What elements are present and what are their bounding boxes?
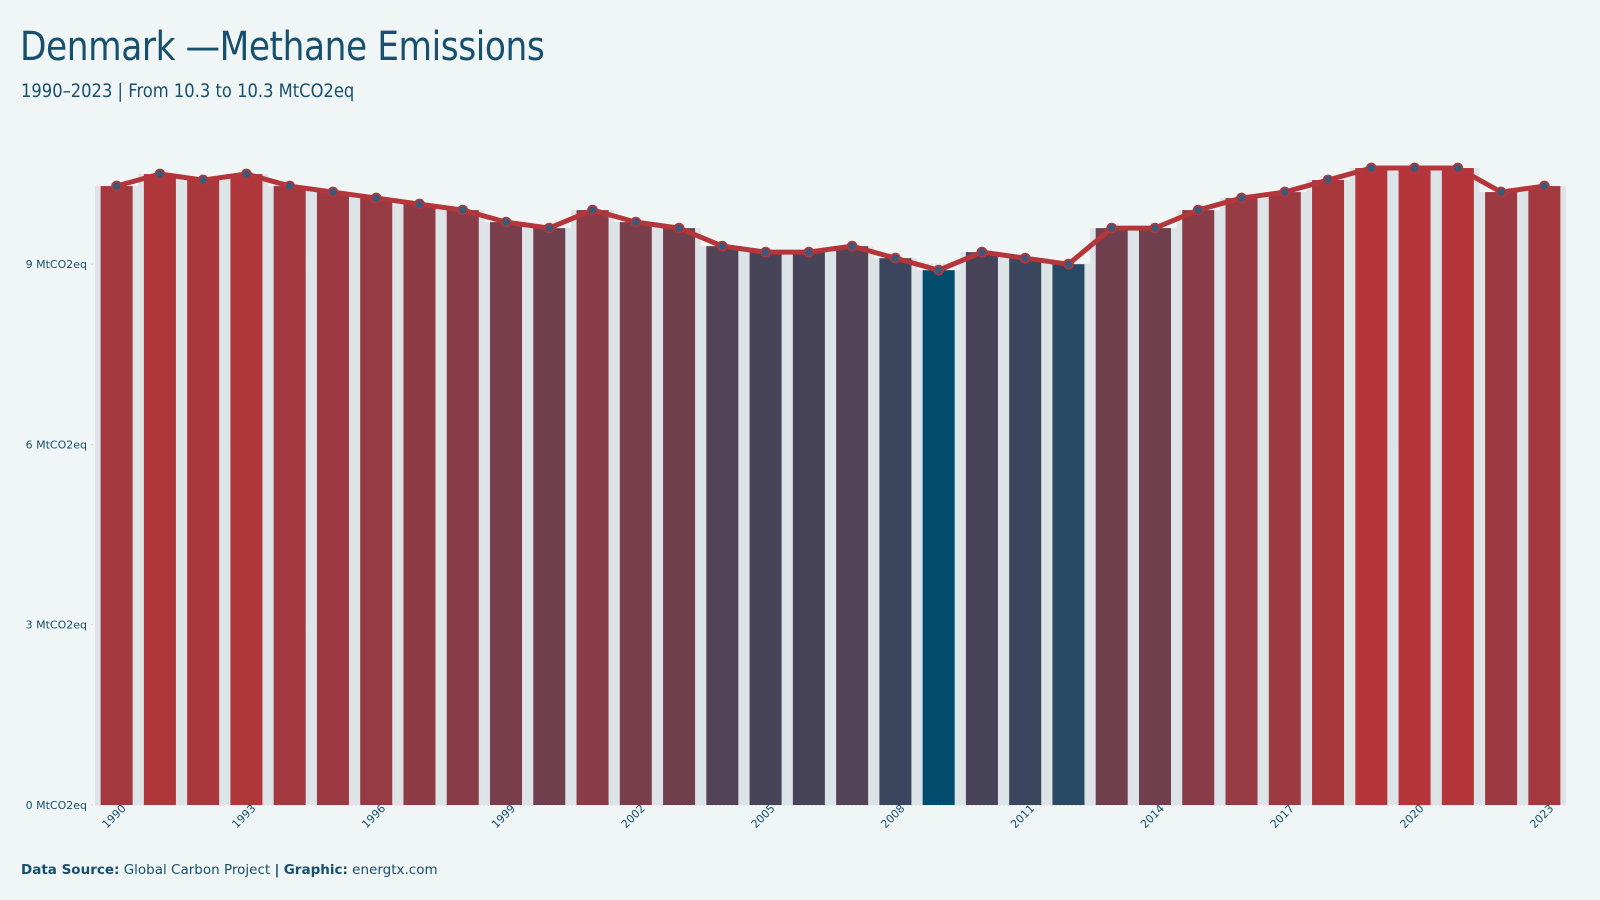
trend-markers — [111, 162, 1550, 276]
bar-2004 — [706, 246, 739, 805]
bar-1995 — [316, 192, 349, 806]
graphic-label: Graphic: — [283, 862, 348, 878]
point-2004 — [716, 240, 728, 252]
point-1993 — [241, 168, 252, 180]
bar-2009 — [922, 270, 955, 805]
point-2002 — [630, 216, 642, 228]
bar-2023 — [1528, 186, 1561, 805]
point-2023 — [1538, 180, 1550, 192]
point-2010 — [976, 246, 988, 258]
bar-1992 — [187, 180, 220, 805]
bar-2014 — [1138, 228, 1171, 805]
point-2000 — [543, 222, 555, 234]
point-2013 — [1106, 222, 1118, 234]
point-1998 — [457, 204, 469, 216]
x-tick-label: 2008 — [878, 802, 907, 831]
bar-2002 — [619, 222, 652, 805]
bar-2019 — [1355, 168, 1388, 805]
x-tick-label: 1990 — [100, 802, 129, 831]
source-label: Data Source: — [21, 862, 120, 878]
point-1996 — [370, 192, 382, 204]
bar-2018 — [1312, 180, 1345, 805]
bar-1996 — [360, 198, 393, 806]
chart-subtitle: 1990–2023 | From 10.3 to 10.3 MtCO2eq — [21, 80, 355, 102]
y-tick-label: 6 MtCO2eq — [26, 438, 87, 451]
x-tick-label: 2011 — [1008, 802, 1037, 831]
point-1995 — [327, 186, 339, 198]
bar-2000 — [533, 228, 566, 805]
point-2016 — [1236, 192, 1247, 204]
x-tick-label: 2023 — [1527, 802, 1556, 831]
bar-1997 — [403, 204, 436, 805]
y-axis-ticks: 0 MtCO2eq 3 MtCO2eq 6 MtCO2eq 9 MtCO2eq — [26, 258, 87, 812]
bar-1993 — [230, 174, 263, 806]
bar-1994 — [273, 186, 306, 805]
bar-1999 — [490, 222, 523, 805]
bar-2007 — [836, 246, 869, 805]
point-2020 — [1409, 162, 1420, 174]
point-2005 — [760, 246, 772, 258]
bar-2017 — [1268, 192, 1301, 806]
bar-2022 — [1485, 192, 1518, 806]
bar-2003 — [663, 228, 696, 805]
x-tick-label: 2014 — [1138, 802, 1167, 831]
bar-2010 — [965, 252, 998, 806]
point-1997 — [414, 198, 425, 210]
point-2011 — [1019, 252, 1031, 264]
bar-1991 — [143, 174, 176, 806]
point-2021 — [1452, 162, 1464, 174]
x-tick-label: 2020 — [1398, 802, 1427, 831]
point-2009 — [933, 264, 945, 276]
y-tick-label: 9 MtCO2eq — [26, 258, 87, 271]
y-tick-label: 3 MtCO2eq — [26, 619, 87, 632]
bar-2016 — [1225, 198, 1258, 806]
point-2015 — [1192, 204, 1204, 216]
y-tick-label: 0 MtCO2eq — [26, 799, 87, 812]
point-2006 — [803, 246, 815, 258]
x-axis-ticks: 1990 1993 1996 1999 2002 2005 2008 2011 2014 2017… — [100, 802, 1557, 831]
trend-line-path — [115, 165, 1545, 273]
bar-2020 — [1398, 168, 1431, 805]
bar-2001 — [576, 210, 609, 805]
x-tick-label: 1999 — [489, 802, 518, 831]
x-tick-label: 2005 — [749, 802, 778, 831]
point-1990 — [111, 180, 123, 192]
point-1991 — [154, 168, 166, 180]
x-tick-label: 1993 — [229, 802, 258, 831]
caption: Data Source: Global Carbon Project | Gra… — [21, 862, 438, 878]
bars — [95, 168, 1566, 806]
point-2019 — [1365, 162, 1377, 174]
bar-2005 — [749, 252, 782, 806]
chart-title: Denmark —Methane Emissions — [20, 24, 545, 70]
point-2018 — [1322, 174, 1334, 186]
bar-1990 — [100, 186, 133, 805]
point-2017 — [1279, 186, 1291, 198]
source-value: Global Carbon Project — [123, 862, 271, 878]
bar-2015 — [1182, 210, 1215, 805]
caption-separator: | — [274, 862, 280, 878]
point-2008 — [889, 252, 901, 264]
bar-2008 — [879, 258, 912, 805]
point-2001 — [587, 204, 598, 216]
point-2012 — [1063, 258, 1074, 270]
point-1999 — [500, 216, 512, 228]
point-2014 — [1149, 222, 1161, 234]
graphic-value: energtx.com — [352, 862, 438, 878]
point-1994 — [284, 180, 296, 192]
bar-1998 — [446, 210, 479, 805]
bar-2012 — [1052, 264, 1085, 805]
point-1992 — [197, 174, 209, 186]
x-tick-label: 2017 — [1268, 802, 1297, 831]
x-tick-label: 2002 — [619, 802, 648, 831]
point-2022 — [1495, 186, 1507, 198]
point-2007 — [846, 240, 858, 252]
bar-2006 — [792, 252, 825, 806]
trend-line — [115, 165, 1545, 273]
bar-2013 — [1095, 228, 1128, 805]
point-2003 — [673, 222, 685, 234]
x-tick-label: 1996 — [359, 802, 388, 831]
bar-2011 — [1009, 258, 1042, 805]
bar-2021 — [1441, 168, 1474, 805]
